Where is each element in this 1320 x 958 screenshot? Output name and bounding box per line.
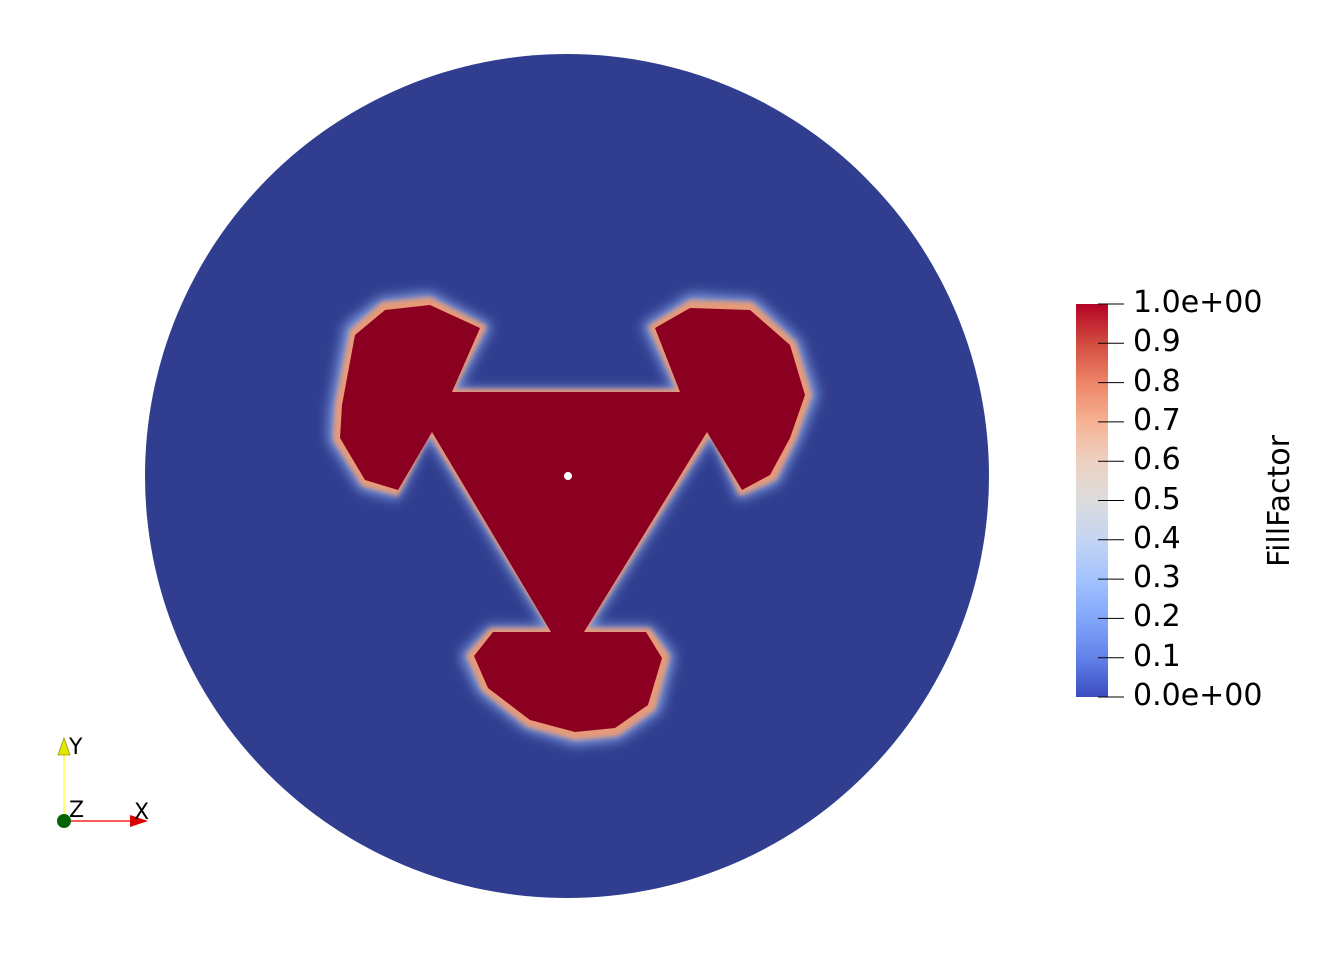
scalar-bar-tick-label: 0.5 [1133, 481, 1181, 517]
scalar-bar-title: FillFactor [1262, 435, 1297, 567]
scalar-bar-tick-label: 0.1 [1133, 638, 1181, 674]
scalar-bar-ticks [1098, 303, 1124, 698]
scalar-bar-tick-label: 0.3 [1133, 560, 1181, 596]
fill-region [328, 292, 818, 745]
y-axis-arrowhead [57, 736, 71, 756]
scalar-bar-tick-label: 0.8 [1133, 363, 1181, 399]
y-axis-label: Y [69, 735, 83, 760]
scalar-bar [1076, 303, 1124, 698]
scalar-bar-tick-label: 0.9 [1133, 324, 1181, 360]
x-axis-arrowhead [130, 815, 148, 827]
scalar-bar-tick-label: 0.4 [1133, 520, 1181, 556]
fill-region-core [340, 305, 805, 732]
scalar-bar-tick-label: 0.0e+00 [1133, 678, 1263, 713]
orientation-axes [57, 736, 148, 828]
z-axis-dot [57, 814, 71, 828]
scalar-bar-tick-label: 1.0e+00 [1133, 285, 1263, 320]
z-axis-label: Z [69, 798, 85, 823]
center-marker [564, 472, 572, 480]
scalar-bar-tick-label: 0.6 [1133, 442, 1181, 478]
scalar-bar-tick-label: 0.7 [1133, 402, 1181, 438]
scalar-bar-tick-label: 0.2 [1133, 599, 1181, 635]
x-axis-label: X [134, 800, 150, 825]
